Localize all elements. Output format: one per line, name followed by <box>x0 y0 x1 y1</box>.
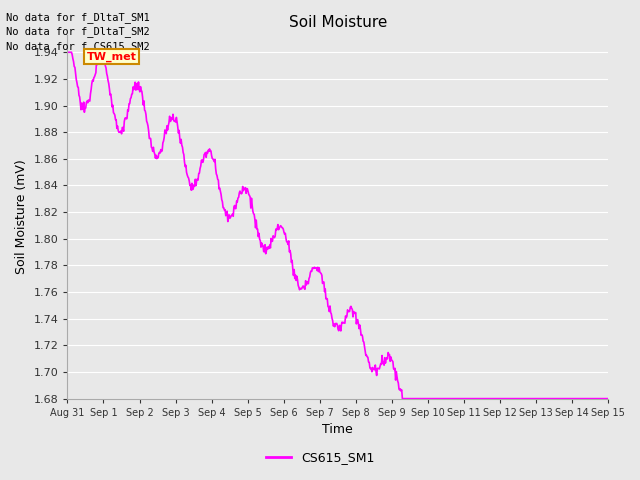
Legend: CS615_SM1: CS615_SM1 <box>261 446 379 469</box>
X-axis label: Time: Time <box>323 423 353 436</box>
Text: No data for f_CS615_SM2: No data for f_CS615_SM2 <box>6 41 150 52</box>
Text: No data for f_DltaT_SM2: No data for f_DltaT_SM2 <box>6 26 150 37</box>
Y-axis label: Soil Moisture (mV): Soil Moisture (mV) <box>15 159 28 275</box>
Text: No data for f_DltaT_SM1: No data for f_DltaT_SM1 <box>6 12 150 23</box>
Text: TW_met: TW_met <box>86 51 136 61</box>
Title: Soil Moisture: Soil Moisture <box>289 15 387 30</box>
